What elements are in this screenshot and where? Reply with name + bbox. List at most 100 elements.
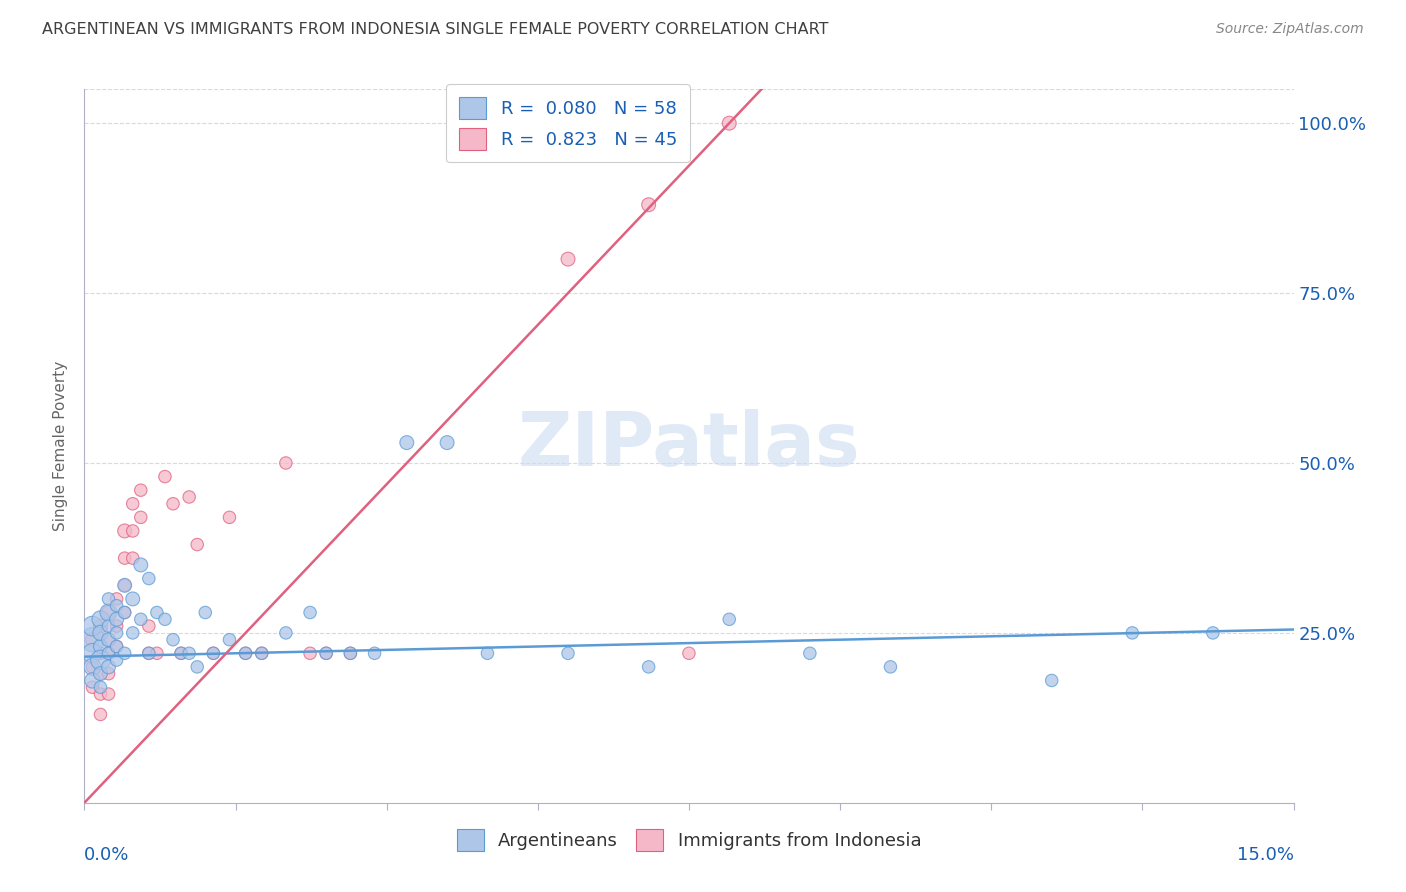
Point <box>799 646 821 660</box>
Point <box>114 524 136 538</box>
Point <box>395 435 418 450</box>
Point <box>97 660 120 674</box>
Point <box>114 606 136 620</box>
Point <box>363 646 385 660</box>
Point <box>162 632 184 647</box>
Point <box>97 619 120 633</box>
Point <box>129 612 152 626</box>
Point <box>477 646 499 660</box>
Point <box>250 646 273 660</box>
Point <box>82 632 104 647</box>
Point <box>114 551 136 566</box>
Point <box>105 599 128 613</box>
Point <box>153 612 176 626</box>
Point <box>170 646 193 660</box>
Point <box>114 606 136 620</box>
Point <box>202 646 225 660</box>
Point <box>97 646 120 660</box>
Point <box>678 646 700 660</box>
Point <box>89 687 111 701</box>
Point <box>97 632 120 647</box>
Point <box>235 646 257 660</box>
Point <box>1040 673 1063 688</box>
Point <box>299 646 322 660</box>
Point <box>315 646 337 660</box>
Point <box>339 646 361 660</box>
Point <box>121 626 143 640</box>
Text: 15.0%: 15.0% <box>1236 846 1294 863</box>
Point <box>637 198 659 212</box>
Point <box>97 666 120 681</box>
Point <box>718 116 741 130</box>
Point <box>89 612 111 626</box>
Point <box>105 640 128 654</box>
Point <box>129 558 152 572</box>
Point <box>218 632 240 647</box>
Point <box>114 578 136 592</box>
Point <box>153 469 176 483</box>
Point <box>97 606 120 620</box>
Point <box>89 680 111 694</box>
Point <box>138 646 160 660</box>
Point <box>170 646 193 660</box>
Point <box>315 646 337 660</box>
Point <box>97 606 120 620</box>
Point <box>114 646 136 660</box>
Point <box>179 646 201 660</box>
Point <box>162 497 184 511</box>
Point <box>718 612 741 626</box>
Point <box>97 632 120 647</box>
Point <box>82 680 104 694</box>
Point <box>105 619 128 633</box>
Point <box>186 537 208 551</box>
Point <box>89 646 111 660</box>
Point <box>1121 626 1143 640</box>
Point <box>89 666 111 681</box>
Point <box>89 640 111 654</box>
Point <box>1202 626 1225 640</box>
Text: 0.0%: 0.0% <box>84 846 129 863</box>
Point <box>339 646 361 660</box>
Text: ARGENTINEAN VS IMMIGRANTS FROM INDONESIA SINGLE FEMALE POVERTY CORRELATION CHART: ARGENTINEAN VS IMMIGRANTS FROM INDONESIA… <box>42 22 828 37</box>
Point <box>82 673 104 688</box>
Point <box>89 619 111 633</box>
Point <box>235 646 257 660</box>
Point <box>129 483 152 498</box>
Point <box>138 619 160 633</box>
Point <box>97 687 120 701</box>
Point <box>82 632 104 647</box>
Point <box>557 252 579 266</box>
Point <box>146 646 169 660</box>
Point <box>179 490 201 504</box>
Point <box>105 653 128 667</box>
Point <box>97 591 120 606</box>
Point <box>105 612 128 626</box>
Point <box>82 660 104 674</box>
Point <box>274 456 297 470</box>
Point <box>121 497 143 511</box>
Point <box>879 660 901 674</box>
Y-axis label: Single Female Poverty: Single Female Poverty <box>53 361 69 531</box>
Point <box>105 640 128 654</box>
Point <box>82 646 104 660</box>
Point <box>121 591 143 606</box>
Point <box>97 646 120 660</box>
Point <box>637 660 659 674</box>
Point <box>274 626 297 640</box>
Point <box>89 653 111 667</box>
Point <box>218 510 240 524</box>
Point <box>186 660 208 674</box>
Point <box>89 707 111 722</box>
Point <box>121 551 143 566</box>
Point <box>121 524 143 538</box>
Point <box>146 606 169 620</box>
Point <box>89 666 111 681</box>
Point <box>557 646 579 660</box>
Point <box>194 606 217 620</box>
Point <box>436 435 458 450</box>
Point <box>129 510 152 524</box>
Point <box>138 646 160 660</box>
Text: Source: ZipAtlas.com: Source: ZipAtlas.com <box>1216 22 1364 37</box>
Point <box>299 606 322 620</box>
Text: ZIPatlas: ZIPatlas <box>517 409 860 483</box>
